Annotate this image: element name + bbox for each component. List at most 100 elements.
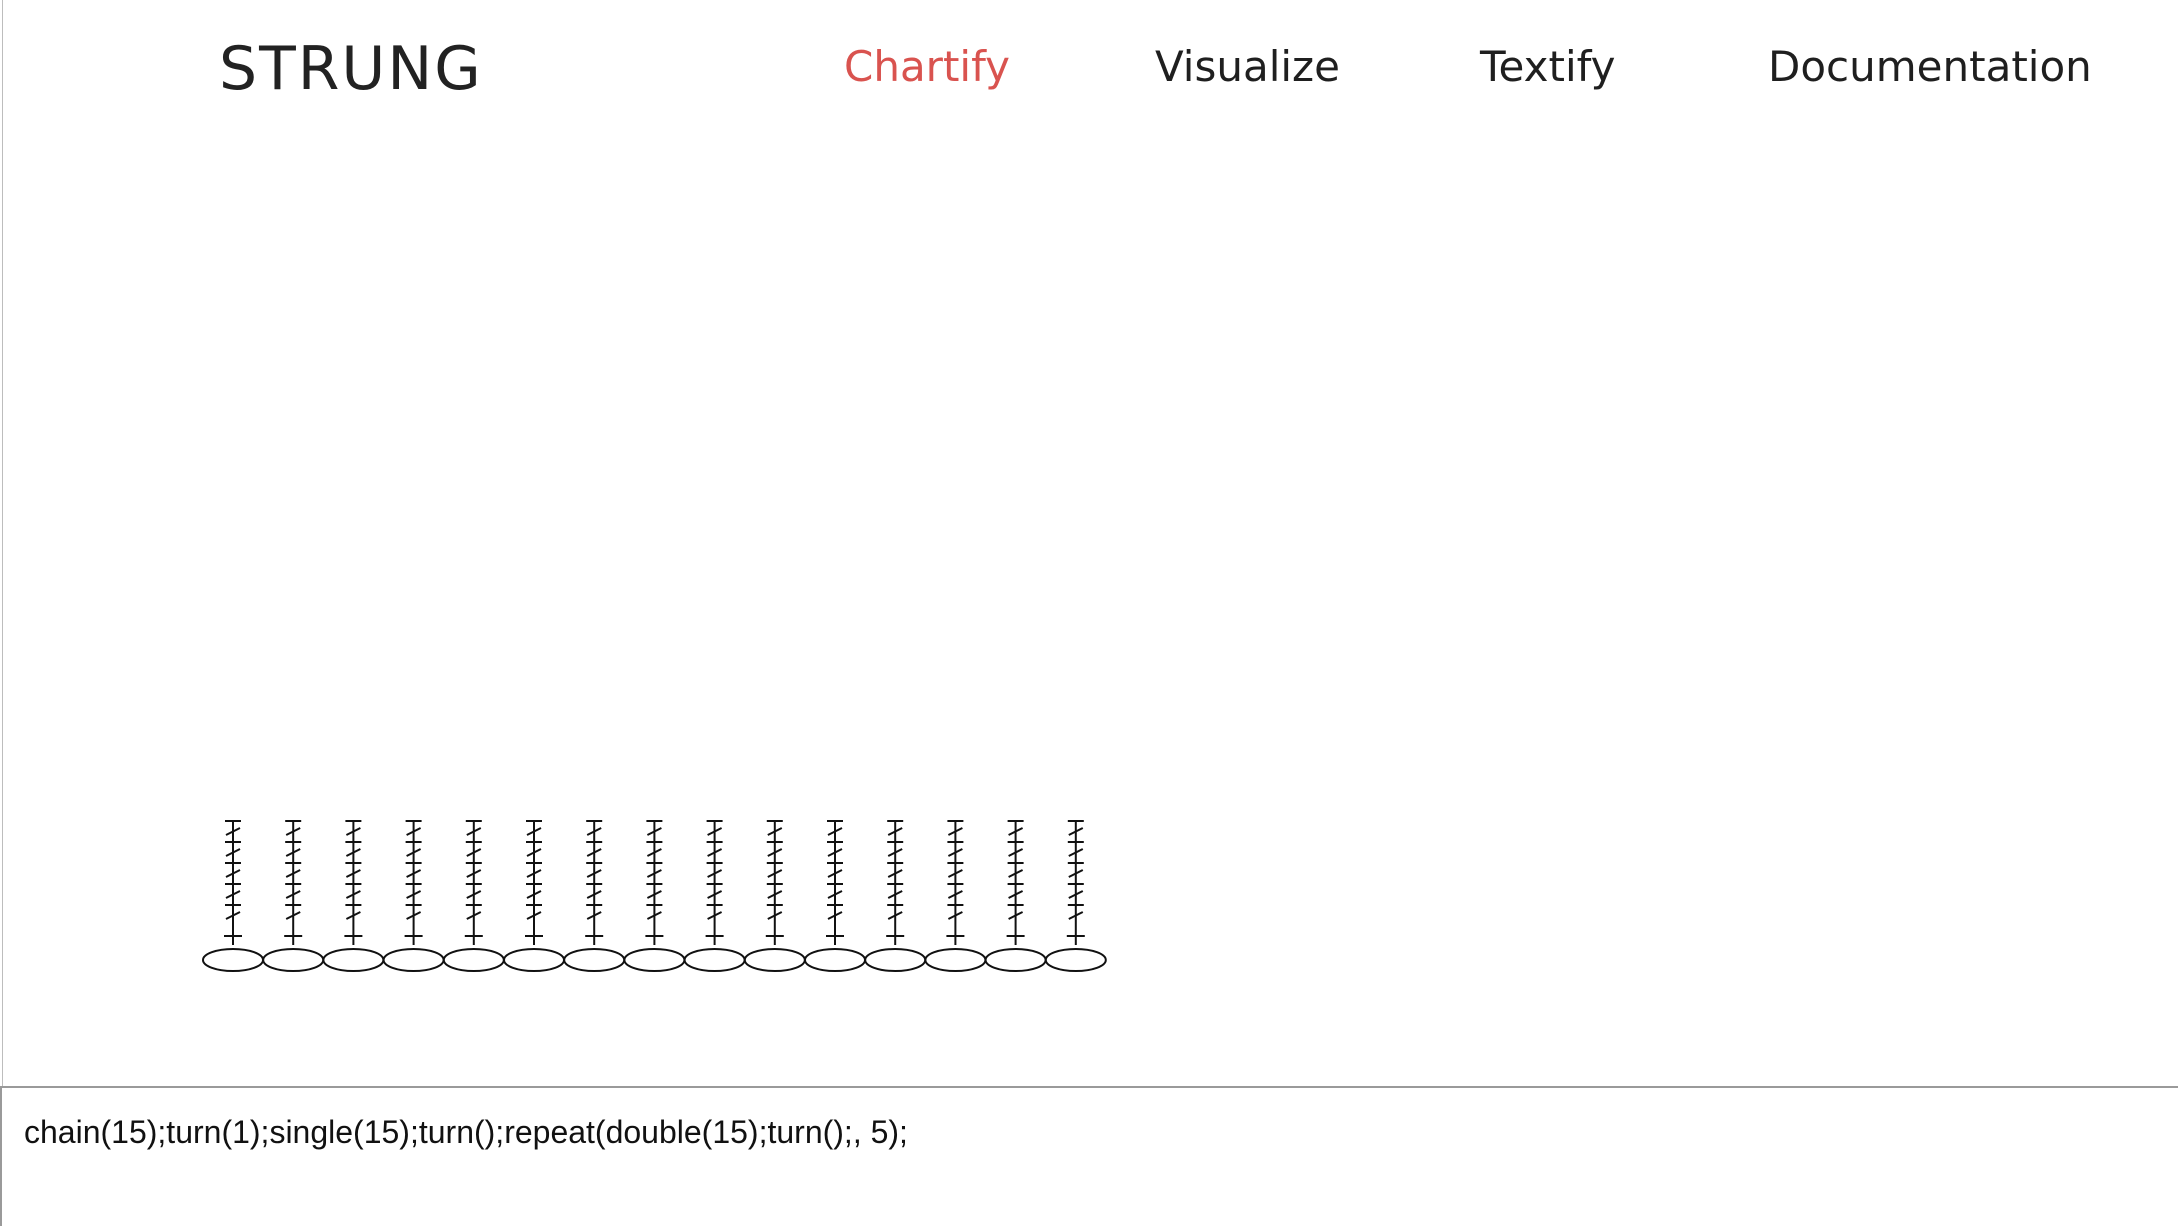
- double-crochet-stitch-slash: [406, 869, 422, 878]
- double-crochet-stitch-slash: [586, 911, 602, 920]
- double-crochet-stitch-slash: [345, 848, 361, 857]
- double-crochet-stitch-slash: [526, 911, 542, 920]
- double-crochet-stitch-slash: [646, 890, 662, 899]
- double-crochet-stitch-slash: [887, 827, 903, 836]
- chain-stitch: [322, 948, 385, 972]
- double-crochet-stitch-slash: [345, 911, 361, 920]
- chain-stitch: [864, 948, 927, 972]
- chain-stitch: [382, 948, 445, 972]
- double-crochet-stitch-slash: [406, 848, 422, 857]
- double-crochet-stitch-slash: [887, 890, 903, 899]
- nav-chartify[interactable]: Chartify: [844, 42, 1010, 91]
- double-crochet-stitch-slash: [526, 827, 542, 836]
- chain-stitch: [683, 948, 746, 972]
- double-crochet-stitch-slash: [947, 869, 963, 878]
- left-border: [2, 0, 3, 1086]
- double-crochet-stitch-slash: [345, 827, 361, 836]
- double-crochet-stitch-slash: [707, 827, 723, 836]
- chain-stitch: [623, 948, 686, 972]
- chain-stitch: [1044, 948, 1107, 972]
- double-crochet-stitch-slash: [767, 911, 783, 920]
- double-crochet-stitch-slash: [406, 890, 422, 899]
- double-crochet-stitch-slash: [827, 911, 843, 920]
- nav-textify[interactable]: Textify: [1480, 42, 1616, 91]
- double-crochet-stitch-slash: [947, 890, 963, 899]
- chain-stitch: [442, 948, 505, 972]
- double-crochet-stitch-slash: [1008, 869, 1024, 878]
- double-crochet-stitch-slash: [526, 848, 542, 857]
- double-crochet-stitch-slash: [225, 848, 241, 857]
- double-crochet-stitch-slash: [1008, 890, 1024, 899]
- double-crochet-stitch-slash: [466, 827, 482, 836]
- double-crochet-stitch-slash: [827, 848, 843, 857]
- double-crochet-stitch-slash: [526, 890, 542, 899]
- chain-stitch: [743, 948, 806, 972]
- double-crochet-stitch-slash: [586, 890, 602, 899]
- double-crochet-stitch-slash: [767, 890, 783, 899]
- chain-stitch: [202, 948, 264, 972]
- double-crochet-stitch-slash: [526, 869, 542, 878]
- double-crochet-stitch-slash: [225, 911, 241, 920]
- double-crochet-stitch-slash: [466, 911, 482, 920]
- nav-documentation[interactable]: Documentation: [1768, 42, 2092, 91]
- chain-stitch: [262, 948, 325, 972]
- double-crochet-stitch-slash: [827, 869, 843, 878]
- double-crochet-stitch-slash: [767, 848, 783, 857]
- double-crochet-stitch-slash: [947, 911, 963, 920]
- chain-stitch: [924, 948, 987, 972]
- double-crochet-stitch-slash: [887, 848, 903, 857]
- double-crochet-stitch-slash: [345, 869, 361, 878]
- double-crochet-stitch-slash: [285, 911, 301, 920]
- app-logo[interactable]: STRUNG: [219, 34, 483, 104]
- double-crochet-stitch-slash: [707, 869, 723, 878]
- double-crochet-stitch-slash: [225, 890, 241, 899]
- double-crochet-stitch-slash: [707, 848, 723, 857]
- double-crochet-stitch-slash: [285, 890, 301, 899]
- double-crochet-stitch-slash: [285, 848, 301, 857]
- double-crochet-stitch-slash: [225, 827, 241, 836]
- double-crochet-stitch-slash: [1068, 869, 1084, 878]
- double-crochet-stitch-slash: [887, 911, 903, 920]
- double-crochet-stitch-slash: [827, 890, 843, 899]
- double-crochet-stitch-slash: [1068, 911, 1084, 920]
- crochet-chart-area: [0, 140, 2178, 1084]
- double-crochet-stitch-slash: [466, 848, 482, 857]
- double-crochet-stitch-slash: [1068, 827, 1084, 836]
- double-crochet-stitch-slash: [646, 848, 662, 857]
- double-crochet-stitch-slash: [1008, 827, 1024, 836]
- double-crochet-stitch-slash: [1008, 911, 1024, 920]
- chain-stitch: [804, 948, 866, 972]
- double-crochet-stitch-slash: [767, 869, 783, 878]
- double-crochet-stitch-slash: [466, 890, 482, 899]
- double-crochet-stitch-slash: [947, 827, 963, 836]
- double-crochet-stitch-slash: [466, 869, 482, 878]
- double-crochet-stitch-slash: [285, 827, 301, 836]
- pattern-code-input[interactable]: chain(15);turn(1);single(15);turn();repe…: [2, 1088, 2178, 1226]
- double-crochet-stitch-slash: [345, 890, 361, 899]
- nav-visualize[interactable]: Visualize: [1155, 42, 1340, 91]
- double-crochet-stitch-slash: [586, 827, 602, 836]
- double-crochet-stitch-slash: [646, 869, 662, 878]
- double-crochet-stitch-slash: [586, 869, 602, 878]
- chain-stitch: [563, 948, 626, 972]
- double-crochet-stitch-slash: [1068, 890, 1084, 899]
- double-crochet-stitch-slash: [406, 911, 422, 920]
- double-crochet-stitch-slash: [707, 911, 723, 920]
- double-crochet-stitch-slash: [285, 869, 301, 878]
- double-crochet-stitch-slash: [586, 848, 602, 857]
- double-crochet-stitch-slash: [646, 827, 662, 836]
- crochet-chart: [202, 820, 1107, 972]
- double-crochet-stitch-slash: [887, 869, 903, 878]
- pattern-editor[interactable]: chain(15);turn(1);single(15);turn();repe…: [0, 1086, 2178, 1226]
- double-crochet-stitch-slash: [646, 911, 662, 920]
- double-crochet-stitch-slash: [225, 869, 241, 878]
- double-crochet-stitch-slash: [406, 827, 422, 836]
- chain-stitch: [503, 948, 565, 972]
- double-crochet-stitch-slash: [1008, 848, 1024, 857]
- double-crochet-stitch-slash: [827, 827, 843, 836]
- header: STRUNG Chartify Visualize Textify Docume…: [0, 0, 2178, 140]
- double-crochet-stitch-slash: [947, 848, 963, 857]
- double-crochet-stitch-slash: [767, 827, 783, 836]
- chain-stitch: [984, 948, 1047, 972]
